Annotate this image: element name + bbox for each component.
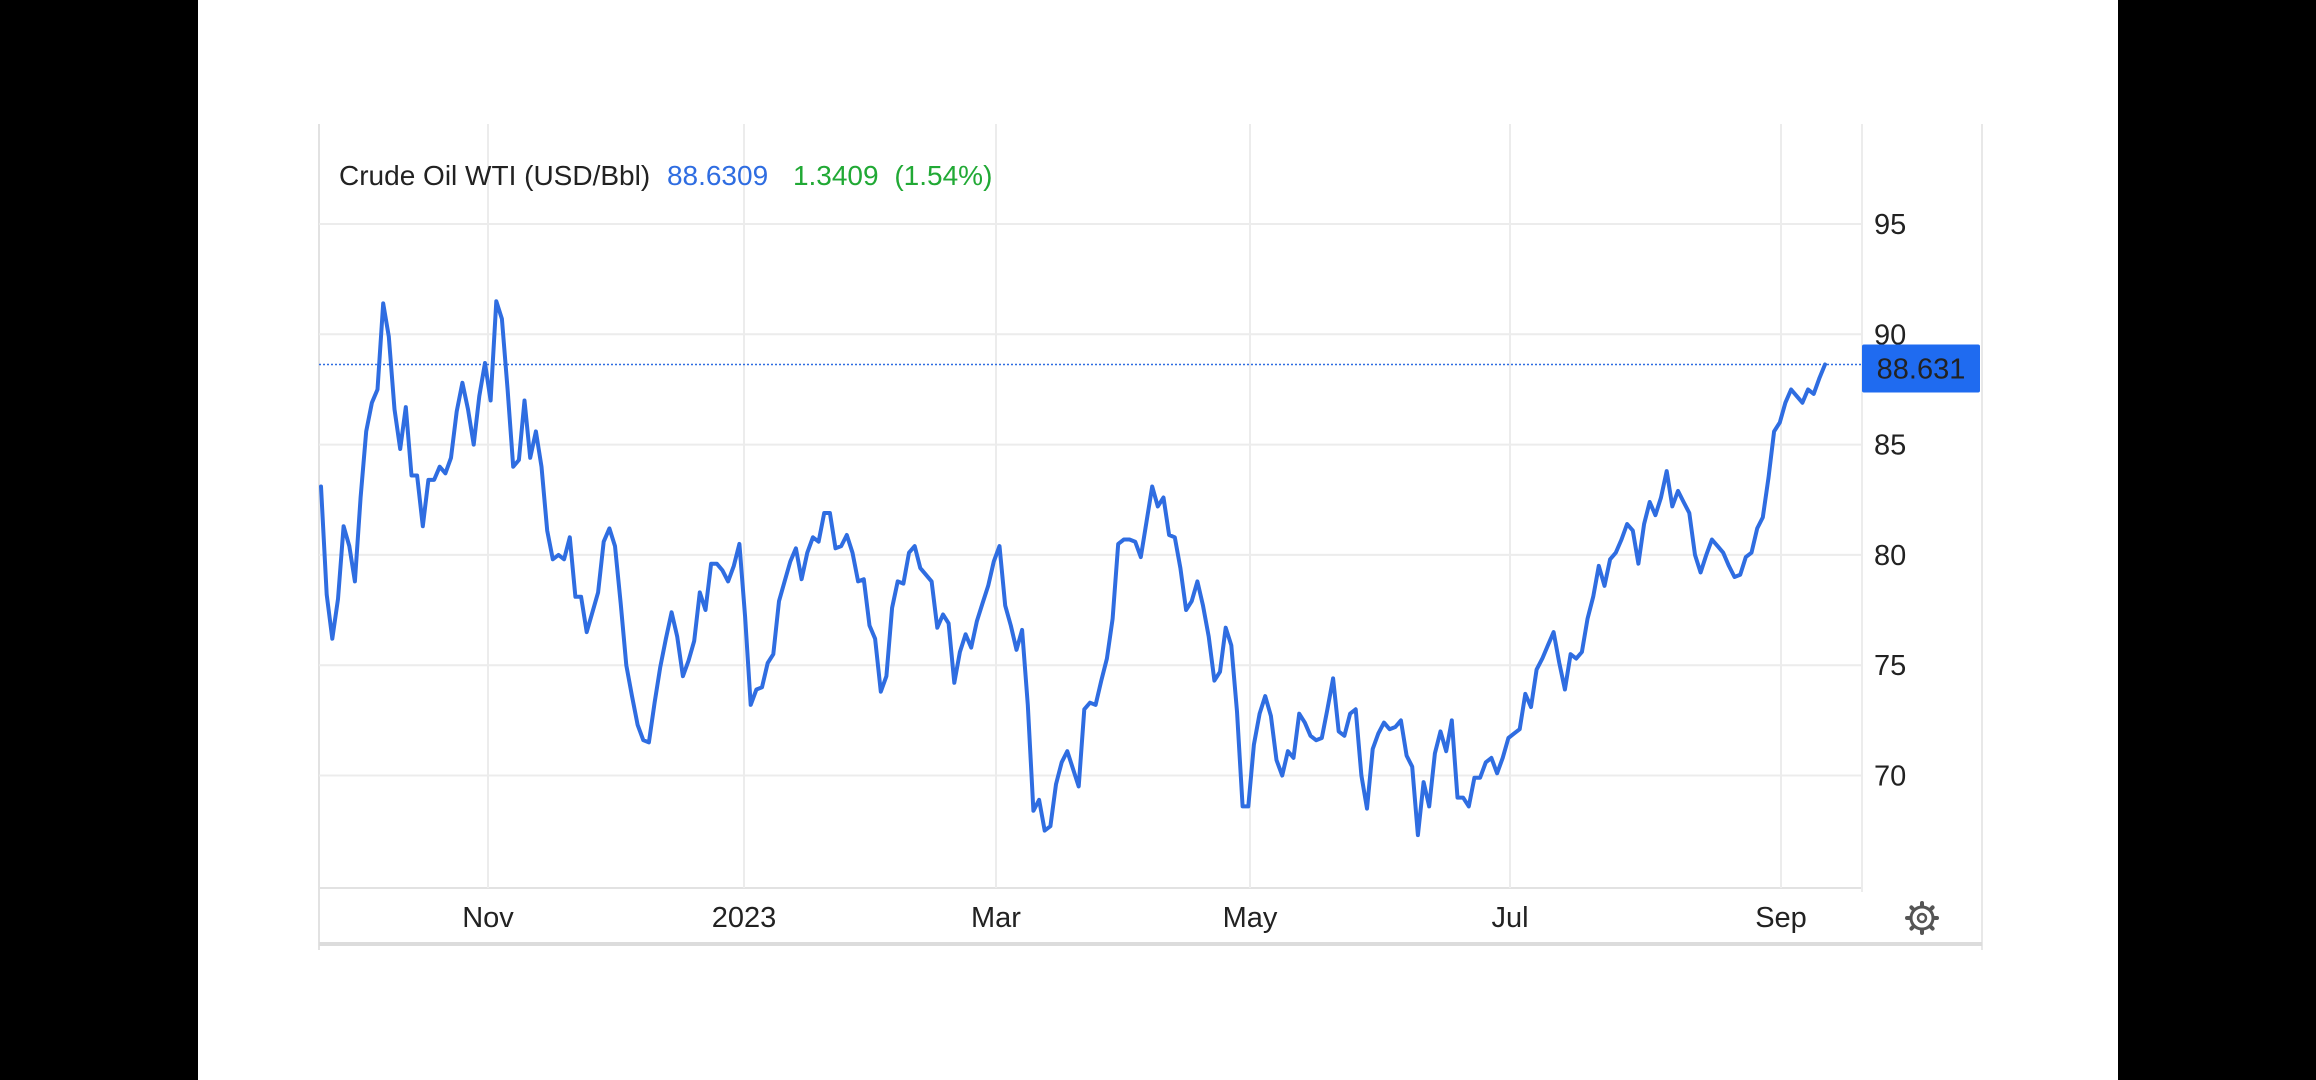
grid-layer: [318, 124, 1983, 950]
gear-icon[interactable]: [1905, 901, 1939, 935]
x-axis-ticks: Nov 2023 Mar May Jul Sep: [462, 902, 1807, 934]
x-tick-label: May: [1223, 902, 1278, 934]
series-line-wti: [319, 299, 1827, 838]
price-tag-background: [1862, 344, 1980, 393]
y-tick-label: 70: [1874, 761, 1906, 793]
price-tag: 88.631: [1862, 344, 1980, 393]
y-tick-label: 95: [1874, 209, 1906, 241]
x-tick-label: 2023: [712, 902, 777, 934]
legend-last-value: 88.6309: [667, 160, 768, 191]
x-tick-label: Nov: [462, 902, 514, 934]
y-tick-label: 80: [1874, 540, 1906, 572]
legend-change: 1.3409: [793, 160, 879, 191]
chart-frame: Nov 2023 Mar May Jul Sep 95 90 85 80 75 70 Crude O…: [198, 0, 2118, 1080]
x-tick-label: Mar: [971, 902, 1021, 934]
legend-title: Crude Oil WTI (USD/Bbl): [339, 160, 650, 191]
settings-button[interactable]: [1905, 901, 1939, 935]
x-tick-label: Jul: [1491, 902, 1528, 934]
x-tick-label: Sep: [1755, 902, 1807, 934]
chart-legend: Crude Oil WTI (USD/Bbl) 88.6309 1.3409 (…: [339, 160, 992, 191]
y-tick-label: 85: [1874, 430, 1906, 462]
y-tick-label: 75: [1874, 650, 1906, 682]
legend-change-pct: (1.54%): [894, 160, 992, 191]
price-tag-label: 88.631: [1877, 354, 1966, 386]
